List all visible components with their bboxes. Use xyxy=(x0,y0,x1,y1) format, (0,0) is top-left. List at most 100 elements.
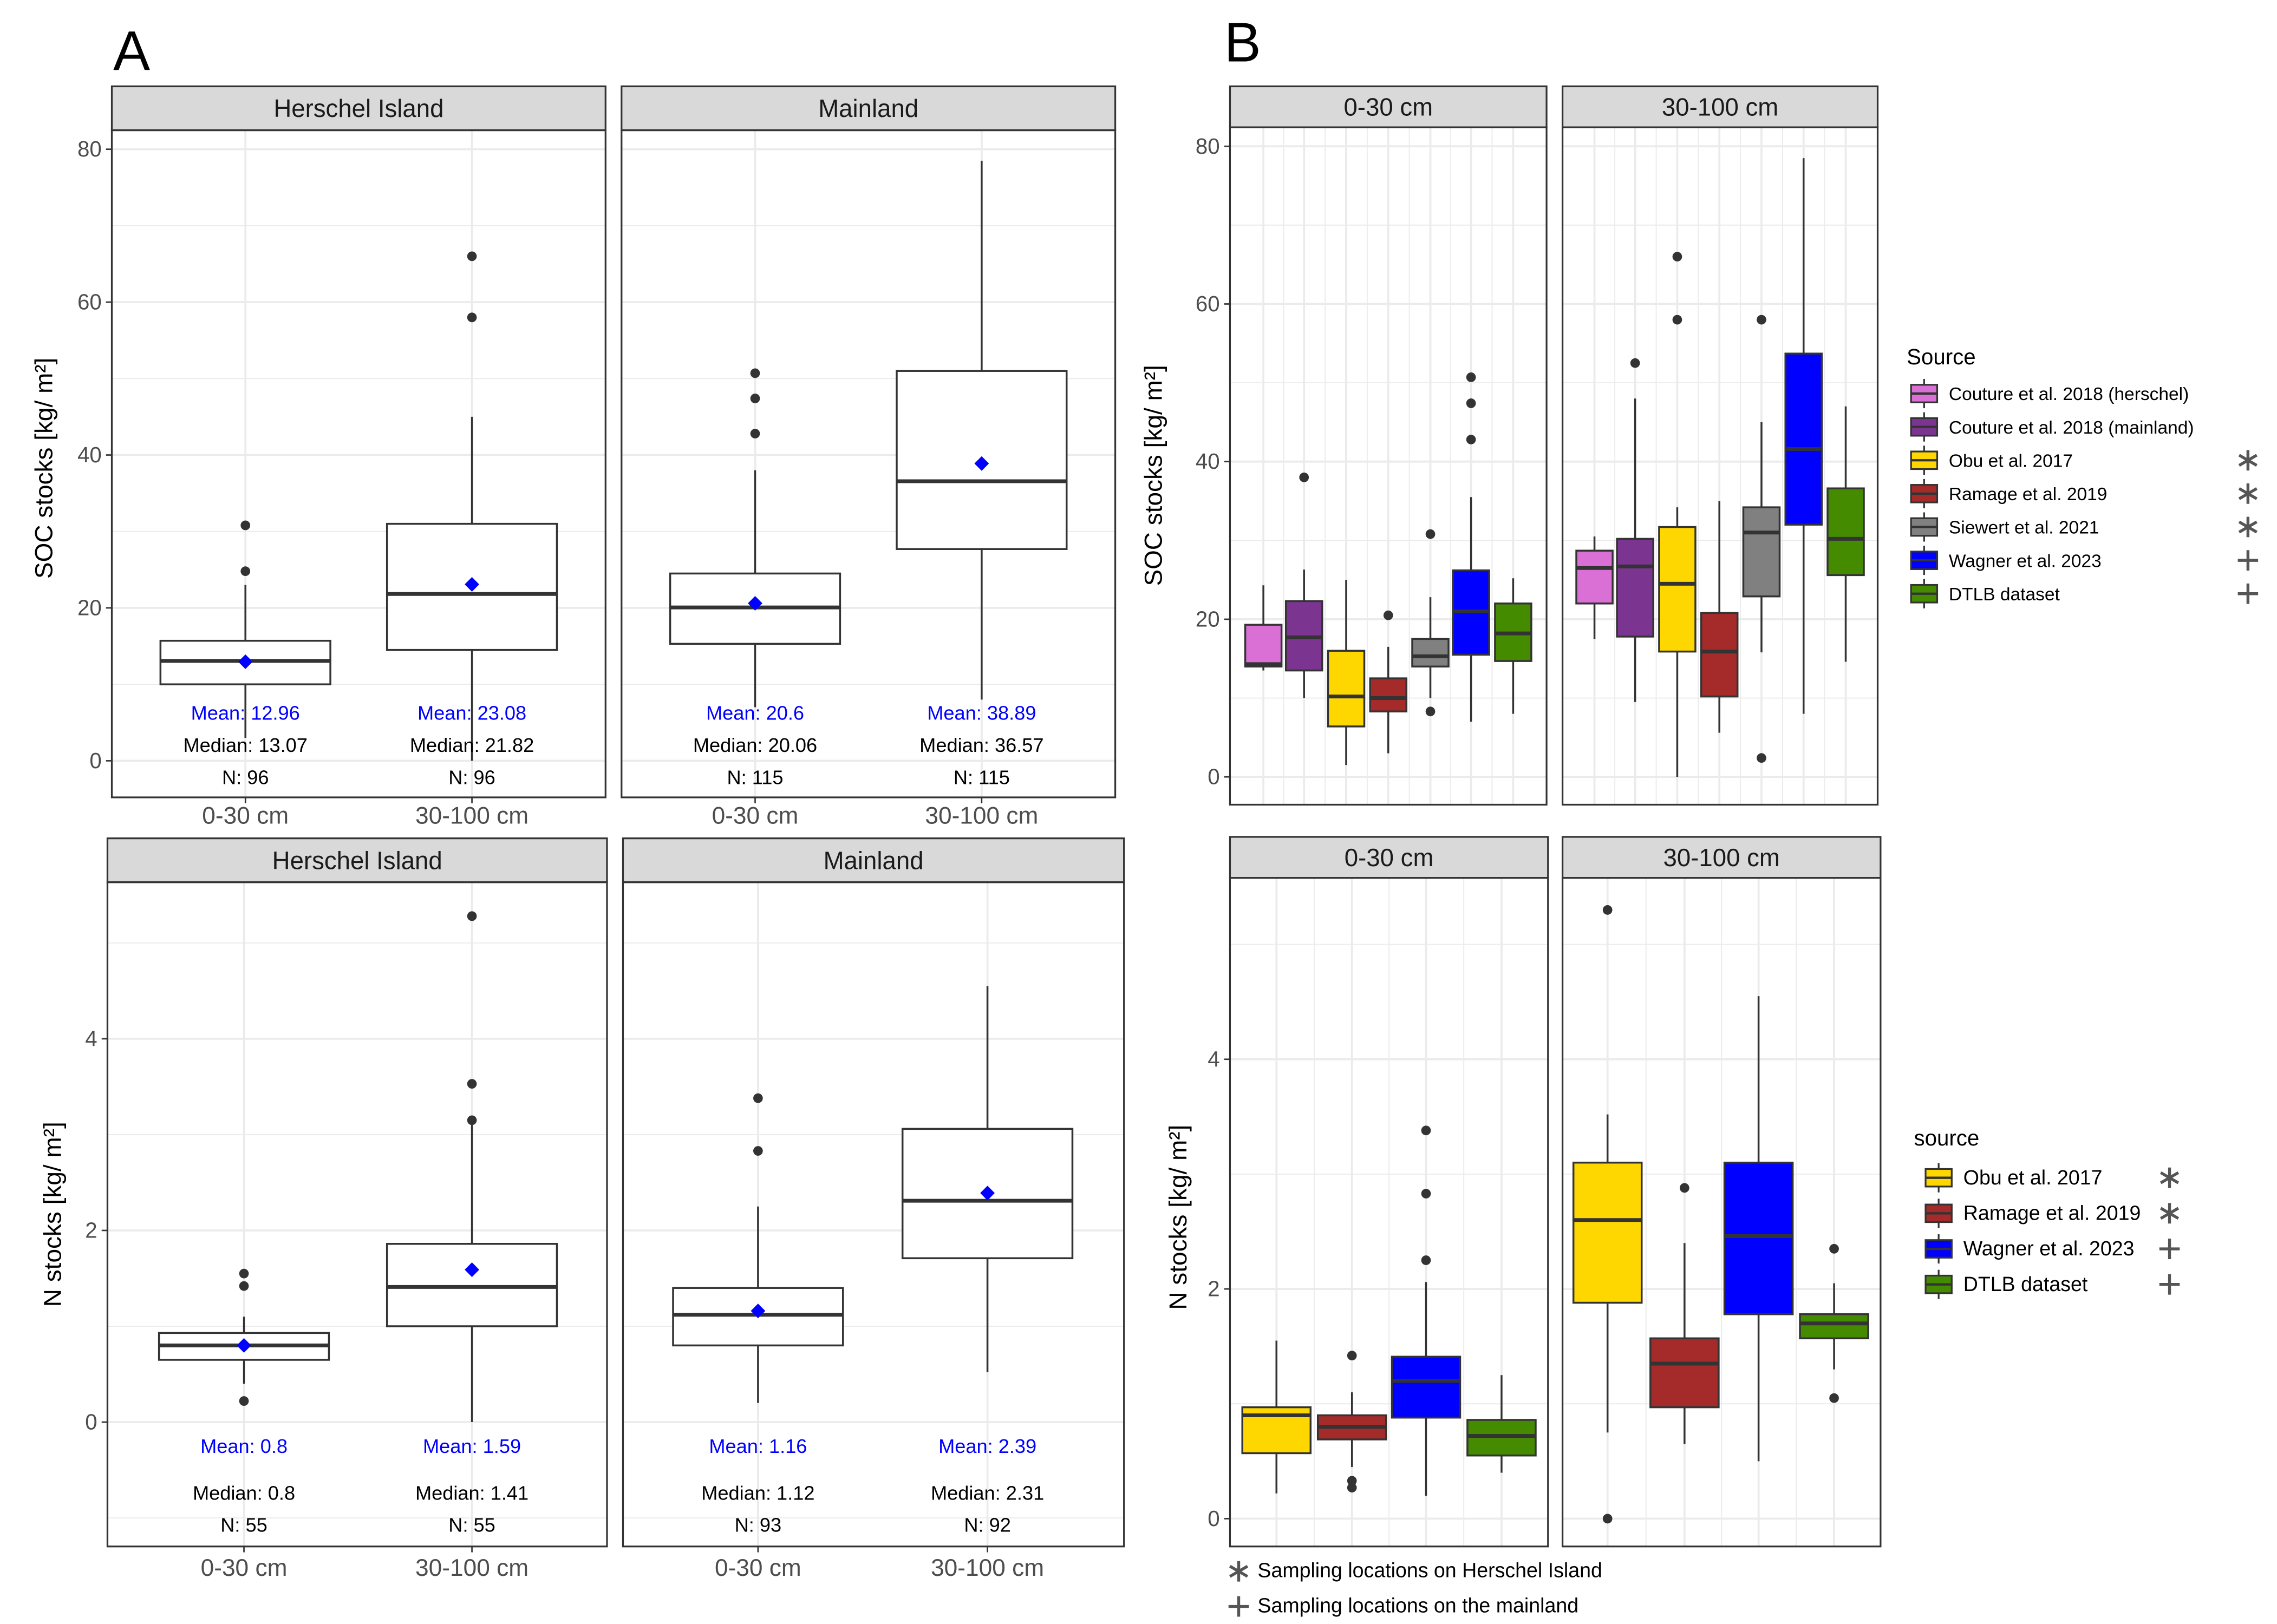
boxplot xyxy=(1723,996,1794,1462)
box xyxy=(1244,624,1283,668)
outlier-point xyxy=(1347,1476,1357,1486)
legend-label: Siewert et al. 2021 xyxy=(1949,518,2099,538)
legend-label: Couture et al. 2018 (herschel) xyxy=(1949,384,2189,404)
legend-item: Couture et al. 2018 (mainland) xyxy=(1910,412,2194,442)
outlier-point xyxy=(1602,1514,1613,1524)
y-tick-label: 0 xyxy=(1208,764,1219,789)
box xyxy=(1575,549,1614,605)
box xyxy=(1411,638,1450,668)
legend-label: Couture et al. 2018 (mainland) xyxy=(1949,418,2194,438)
box xyxy=(1799,1313,1869,1340)
n-label: N: 93 xyxy=(735,1514,782,1536)
plus-icon xyxy=(1228,1596,1249,1617)
outlier-point xyxy=(1347,1483,1357,1493)
chart-3: SOC stocks [kg/ m²] 0-30 cm 0 20 40 60 80 30-10… xyxy=(1140,85,1879,806)
boxplot xyxy=(1411,529,1450,717)
median-label: Median: 13.07 xyxy=(184,734,308,756)
legend-label: Wagner et al. 2023 xyxy=(1963,1237,2135,1260)
outlier-point xyxy=(1466,435,1476,444)
median-label: Median: 1.12 xyxy=(701,1482,814,1504)
outlier-point xyxy=(239,1281,249,1291)
outlier-point xyxy=(1829,1393,1839,1403)
panel-border xyxy=(1229,877,1549,1548)
y-tick-label: 60 xyxy=(77,289,102,314)
y-tick-label: 0 xyxy=(85,1409,97,1434)
outlier-point xyxy=(753,1146,763,1156)
facet-title: Herschel Island xyxy=(273,95,443,122)
legend-title: source xyxy=(1914,1125,1980,1150)
panel-border xyxy=(621,129,1117,798)
boxplot xyxy=(1572,905,1643,1524)
y-tick-label: 40 xyxy=(77,442,102,467)
plus-icon xyxy=(2159,1274,2180,1295)
outlier-point xyxy=(1425,706,1436,717)
panel-border xyxy=(1561,877,1882,1548)
asterisk-icon xyxy=(2159,1167,2180,1188)
boxplot xyxy=(1784,158,1823,714)
n-label: N: 55 xyxy=(448,1514,495,1536)
footnote: Sampling locations on Herschel Island xyxy=(1229,1558,1602,1582)
x-tick-label: 0-30 cm xyxy=(202,802,289,829)
outlier-point xyxy=(1383,610,1393,620)
legend-item: DTLB dataset xyxy=(1924,1269,2180,1299)
facet-strip xyxy=(1561,85,1879,128)
asterisk-icon xyxy=(2238,516,2258,538)
boxplot: Mean: 0.8 Median: 0.8 N: 55 xyxy=(158,1268,330,1536)
median-label: Median: 20.06 xyxy=(693,734,817,756)
y-tick-label: 20 xyxy=(1196,606,1220,631)
facet-title: 0-30 cm xyxy=(1343,93,1433,121)
outlier-point xyxy=(1299,472,1309,482)
facet-title: Mainland xyxy=(818,95,918,122)
boxplot xyxy=(1575,536,1614,639)
boxplot xyxy=(1284,472,1323,698)
footnote-text: Sampling locations on Herschel Island xyxy=(1257,1558,1602,1581)
legend-item: Obu et al. 2017 xyxy=(1924,1163,2180,1193)
facet-2: 30-100 cm xyxy=(1561,85,1879,806)
n-label: N: 96 xyxy=(222,767,269,789)
asterisk-icon xyxy=(2238,483,2258,504)
x-tick-label: 30-100 cm xyxy=(415,802,529,829)
outlier-point xyxy=(239,1268,249,1279)
y-tick-label: 20 xyxy=(77,595,102,620)
facet-strip xyxy=(1229,85,1548,128)
boxplot: Mean: 1.16 Median: 1.12 N: 93 xyxy=(672,1093,844,1536)
y-tick-label: 2 xyxy=(1208,1276,1219,1301)
boxplot xyxy=(1616,358,1654,702)
mean-label: Mean: 0.8 xyxy=(200,1435,288,1457)
y-tick-label: 60 xyxy=(1196,291,1220,316)
facet-strip xyxy=(110,85,606,132)
legend-item: Ramage et al. 2019 xyxy=(1924,1199,2180,1228)
y-tick-label: 80 xyxy=(1196,134,1220,159)
box xyxy=(1616,538,1654,638)
boxplot xyxy=(1241,1340,1312,1494)
box xyxy=(1784,352,1823,526)
box xyxy=(1700,612,1739,698)
boxplot: Mean: 23.08 Median: 21.82 N: 96 xyxy=(386,251,558,789)
panel-border xyxy=(110,129,606,798)
facet-1: Herschel Island 0 20 40 60 80 Mean: 12.96 Media… xyxy=(77,85,606,829)
panel-label-a: A xyxy=(113,19,151,82)
box xyxy=(1742,506,1781,598)
outlier-point xyxy=(467,312,477,323)
outlier-point xyxy=(1757,315,1766,325)
outlier-point xyxy=(239,1396,249,1406)
boxplot xyxy=(1799,1243,1869,1403)
legend-item: Couture et al. 2018 (herschel) xyxy=(1910,379,2189,409)
mean-label: Mean: 12.96 xyxy=(191,702,300,724)
boxplot: Mean: 38.89 Median: 36.57 N: 115 xyxy=(896,160,1068,789)
footnote-text: Sampling locations on the mainland xyxy=(1257,1594,1578,1616)
boxplot xyxy=(1452,372,1490,722)
outlier-point xyxy=(1421,1125,1431,1136)
outlier-point xyxy=(1466,398,1476,408)
chart-2: N stocks [kg/ m²] Herschel Island 0 2 4 Mean:… xyxy=(39,837,1125,1581)
panel-border xyxy=(622,881,1125,1548)
outlier-point xyxy=(1672,252,1682,262)
legend-label: Ramage et al. 2019 xyxy=(1963,1201,2141,1224)
facet-strip xyxy=(622,837,1125,883)
mean-label: Mean: 1.16 xyxy=(709,1435,807,1457)
mean-marker xyxy=(751,1304,766,1319)
boxplot: Mean: 1.59 Median: 1.41 N: 55 xyxy=(386,911,558,1536)
legend-item: DTLB dataset xyxy=(1910,579,2259,608)
